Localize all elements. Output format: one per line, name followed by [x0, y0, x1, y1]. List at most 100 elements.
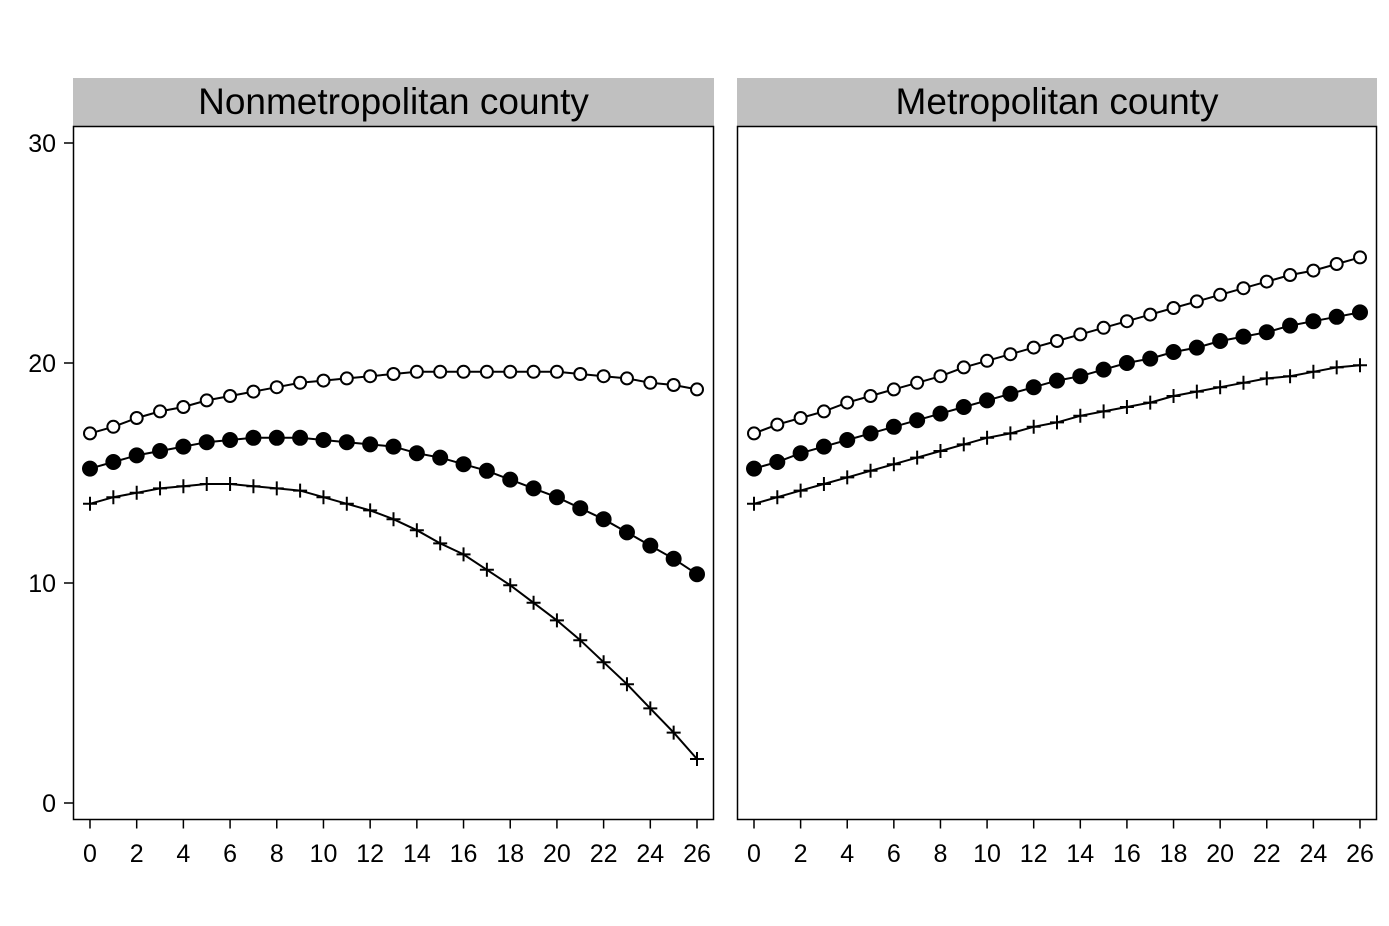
x-tick-label: 22: [590, 840, 618, 868]
data-point-filled-circle: [385, 438, 402, 455]
data-point-plus: [816, 477, 831, 491]
data-point-open-circle: [176, 400, 191, 414]
data-point-filled-circle: [689, 566, 705, 583]
data-point-plus: [269, 481, 284, 496]
x-tick-label: 24: [1299, 840, 1327, 868]
data-point-open-circle: [1003, 347, 1018, 362]
x-tick-label: 16: [1113, 840, 1141, 868]
x-tick-label: 0: [83, 840, 97, 868]
data-point-open-circle: [83, 426, 97, 441]
data-point-plus: [246, 479, 261, 494]
x-tick-label: 18: [496, 840, 524, 868]
x-tick-label: 12: [356, 840, 384, 868]
data-point-plus: [1143, 395, 1158, 410]
data-point-filled-circle: [198, 434, 215, 451]
data-point-filled-circle: [1049, 372, 1065, 389]
data-point-filled-circle: [292, 429, 309, 446]
data-point-open-circle: [479, 364, 494, 379]
data-point-filled-circle: [885, 418, 902, 435]
data-point-plus: [1003, 426, 1018, 441]
data-point-plus: [793, 483, 808, 498]
data-point-open-circle: [363, 369, 378, 384]
data-point-open-circle: [1119, 314, 1134, 329]
data-point-plus: [643, 701, 658, 716]
data-point-filled-circle: [862, 425, 879, 442]
x-tick-label: 4: [840, 840, 854, 868]
data-point-plus: [1259, 371, 1274, 386]
panel-title-strip: [737, 78, 1377, 126]
data-point-plus: [1166, 389, 1181, 403]
x-tick-label: 18: [1160, 840, 1188, 868]
data-point-filled-circle: [338, 434, 355, 451]
panel-metropolitan: Metropolitan county 0 2 4 6 8 10 12 14 16 18 20 22 2…: [736, 78, 1378, 868]
x-tick-label: 26: [1346, 840, 1374, 868]
y-tick-label: 20: [28, 350, 56, 378]
data-point-filled-circle: [1188, 339, 1205, 356]
data-point-filled-circle: [432, 449, 449, 466]
data-point-filled-circle: [932, 405, 949, 422]
data-point-plus: [1213, 380, 1228, 395]
x-axis: 0 2 4 6 8 10 12 14 16 18 20 22 24 26: [747, 819, 1374, 868]
data-point-filled-circle: [1072, 368, 1089, 385]
plot-area: [72, 125, 715, 821]
data-point-plus: [293, 483, 308, 498]
x-tick-label: 26: [683, 840, 711, 868]
data-point-open-circle: [1026, 340, 1041, 355]
data-point-plus: [456, 547, 471, 562]
data-point-filled-circle: [1002, 385, 1019, 402]
data-point-filled-circle: [572, 500, 589, 517]
data-point-plus: [1096, 404, 1111, 419]
data-point-filled-circle: [909, 412, 926, 429]
data-point-filled-circle: [1165, 344, 1182, 360]
data-point-plus: [479, 562, 494, 577]
data-point-filled-circle: [1305, 313, 1322, 330]
data-point-filled-circle: [618, 524, 635, 541]
data-point-plus: [386, 512, 401, 527]
data-point-open-circle: [1073, 327, 1088, 342]
plot-area: [736, 125, 1378, 821]
data-point-open-circle: [770, 417, 785, 432]
data-point-filled-circle: [268, 429, 285, 446]
data-point-plus: [199, 477, 214, 491]
data-point-open-circle: [933, 369, 948, 384]
data-point-filled-circle: [595, 511, 612, 528]
data-point-filled-circle: [502, 471, 519, 488]
data-point-filled-circle: [82, 460, 98, 477]
data-point-filled-circle: [478, 462, 495, 479]
data-point-plus: [223, 477, 238, 491]
data-point-filled-circle: [642, 537, 659, 554]
data-point-plus: [106, 490, 121, 505]
data-point-filled-circle: [815, 438, 832, 455]
data-point-plus: [1073, 408, 1088, 423]
data-point-open-circle: [1353, 250, 1367, 265]
series-layer: [746, 250, 1368, 511]
data-point-filled-circle: [175, 438, 192, 455]
data-point-plus: [1353, 358, 1367, 373]
x-tick-label: 14: [1066, 840, 1094, 868]
data-point-plus: [840, 470, 855, 485]
data-point-plus: [1026, 419, 1041, 434]
x-tick-label: 20: [543, 840, 571, 868]
data-point-open-circle: [339, 371, 354, 386]
data-point-filled-circle: [245, 429, 262, 446]
data-point-open-circle: [1189, 294, 1204, 309]
data-point-filled-circle: [1025, 379, 1042, 396]
data-point-filled-circle: [548, 489, 565, 506]
data-point-plus: [83, 496, 97, 511]
data-point-filled-circle: [222, 432, 239, 448]
panel-nonmetropolitan: Nonmetropolitan county 0 2 4 6 8 10 12 14 16 18 20…: [28, 78, 715, 868]
data-point-filled-circle: [128, 447, 145, 464]
data-point-open-circle: [690, 382, 704, 397]
data-point-filled-circle: [769, 454, 786, 470]
data-point-filled-circle: [1212, 333, 1229, 349]
data-point-plus: [690, 752, 704, 766]
data-point-plus: [596, 655, 611, 670]
x-tick-label: 6: [887, 840, 901, 868]
data-point-plus: [153, 481, 168, 496]
y-tick-label: 10: [28, 570, 56, 598]
data-point-plus: [933, 444, 948, 458]
x-tick-label: 0: [747, 840, 761, 868]
data-point-filled-circle: [792, 445, 809, 462]
x-tick-label: 10: [973, 840, 1001, 868]
